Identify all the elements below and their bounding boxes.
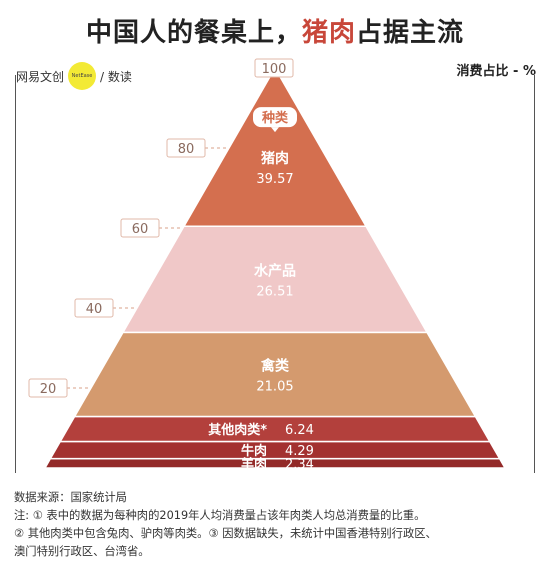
layer-value-1: 2.34 [285,457,314,472]
tick-label-60: 60 [132,222,149,237]
title-suffix: 占据主流 [356,18,465,48]
category-badge-pointer [271,127,279,133]
left-axis-line [15,75,16,473]
tick-box-80 [166,138,206,158]
footer-notes: 数据来源：国家统计局 注: ① 表中的数据为每种肉的2019年人均消费量占该年肉… [14,489,540,561]
note-2: ② 其他肉类中包含兔肉、驴肉等肉类。③ 因数据缺失，未统计中国香港特别行政区、 [14,527,437,540]
right-axis-line [534,75,535,473]
title-prefix: 中国人的餐桌上， [85,18,302,48]
category-badge-label: 种类 [261,110,289,126]
category-badge [253,107,297,128]
tick-label-20: 20 [40,382,57,397]
unit-label: 消费占比 - % [456,64,536,79]
page-title: 中国人的餐桌上，猪肉占据主流 [0,12,550,49]
layer-name-3: 其他肉类* [208,422,267,438]
note-1: 注: ① 表中的数据为每种肉的2019年人均消费量占该年肉类人均总消费量的比重。 [14,509,426,522]
layer-name-5: 水产品 [254,262,296,279]
brand-name: 网易文创 [16,69,65,84]
layer-name-4: 禽类 [260,357,290,374]
tick-box-40 [74,298,114,318]
tick-box-100 [254,58,294,78]
layer-value-4: 21.05 [256,379,293,394]
layer-value-2: 4.29 [285,444,314,459]
brand-logo: 网易文创 NetEase / 数读 [16,62,132,90]
pyramid-layer-6 [182,66,368,228]
pyramid-chart: 20 40 60 80 100 羊肉 2.34 牛肉 4.29 其他肉类* 6.24 禽类 21.05 水… [28,58,507,472]
layer-value-6: 39.57 [256,172,293,187]
pyramid-layer-3 [58,415,492,443]
pyramid-layer-2 [49,440,501,460]
layer-value-3: 6.24 [285,423,314,438]
tick-label-40: 40 [86,302,103,317]
tick-box-60 [120,218,160,238]
data-source: 数据来源：国家统计局 [14,491,127,504]
layer-value-5: 26.51 [256,284,293,299]
tick-box-20 [28,378,68,398]
brand-suffix: / 数读 [100,69,132,84]
brand-badge: NetEase [68,62,97,90]
layer-name-1: 羊肉 [241,456,267,472]
title-highlight: 猪肉 [301,18,356,48]
layer-name-6: 猪肉 [260,150,289,167]
pyramid-layer-1 [43,457,507,469]
tick-label-80: 80 [178,142,195,157]
tick-label-100: 100 [262,62,287,77]
note-3: 澳门特别行政区、台湾省。 [14,545,150,558]
layer-name-2: 牛肉 [241,443,267,459]
